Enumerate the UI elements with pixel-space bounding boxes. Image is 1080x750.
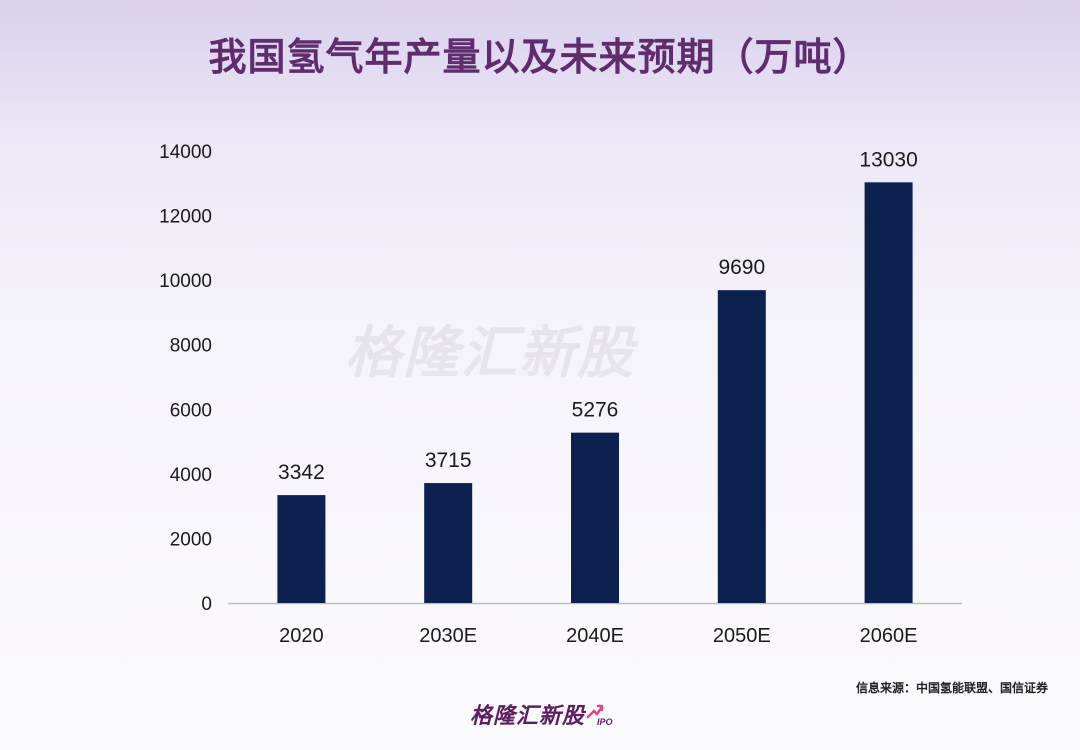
data-label: 3342 xyxy=(278,461,325,484)
data-label: 9690 xyxy=(718,256,765,279)
data-label: 13030 xyxy=(859,148,917,171)
bar xyxy=(571,432,619,603)
y-tick-label: 14000 xyxy=(159,142,212,163)
x-tick-label: 2060E xyxy=(860,625,918,647)
bar xyxy=(717,290,766,603)
x-tick-label: 2020 xyxy=(279,625,324,647)
bar xyxy=(277,495,326,603)
y-tick-label: 12000 xyxy=(159,207,212,228)
data-label: 3715 xyxy=(425,449,472,472)
logo-ipo-label: IPO xyxy=(597,717,613,727)
y-tick-label: 6000 xyxy=(170,400,212,421)
trend-arrow-icon xyxy=(587,704,604,719)
y-tick-label: 2000 xyxy=(170,529,212,550)
source-note: 信息来源：中国氢能联盟、国信证券 xyxy=(855,681,1048,695)
bar xyxy=(864,182,913,603)
y-tick-label: 4000 xyxy=(170,465,212,486)
chart-title: 我国氢气年产量以及未来预期（万吨） xyxy=(208,34,872,79)
bar xyxy=(424,483,473,603)
logo-text: 格隆汇新股 xyxy=(470,704,586,729)
x-tick-label: 2040E xyxy=(566,625,624,647)
x-tick-label: 2030E xyxy=(419,625,477,647)
y-tick-label: 8000 xyxy=(170,336,212,357)
y-tick-label: 10000 xyxy=(159,271,212,292)
y-tick-label: 0 xyxy=(201,594,212,615)
x-tick-label: 2050E xyxy=(713,625,771,647)
data-label: 5276 xyxy=(572,399,619,422)
watermark-logo: 格隆汇新股 xyxy=(345,321,635,386)
brand-logo: 格隆汇新股 IPO xyxy=(470,698,613,730)
